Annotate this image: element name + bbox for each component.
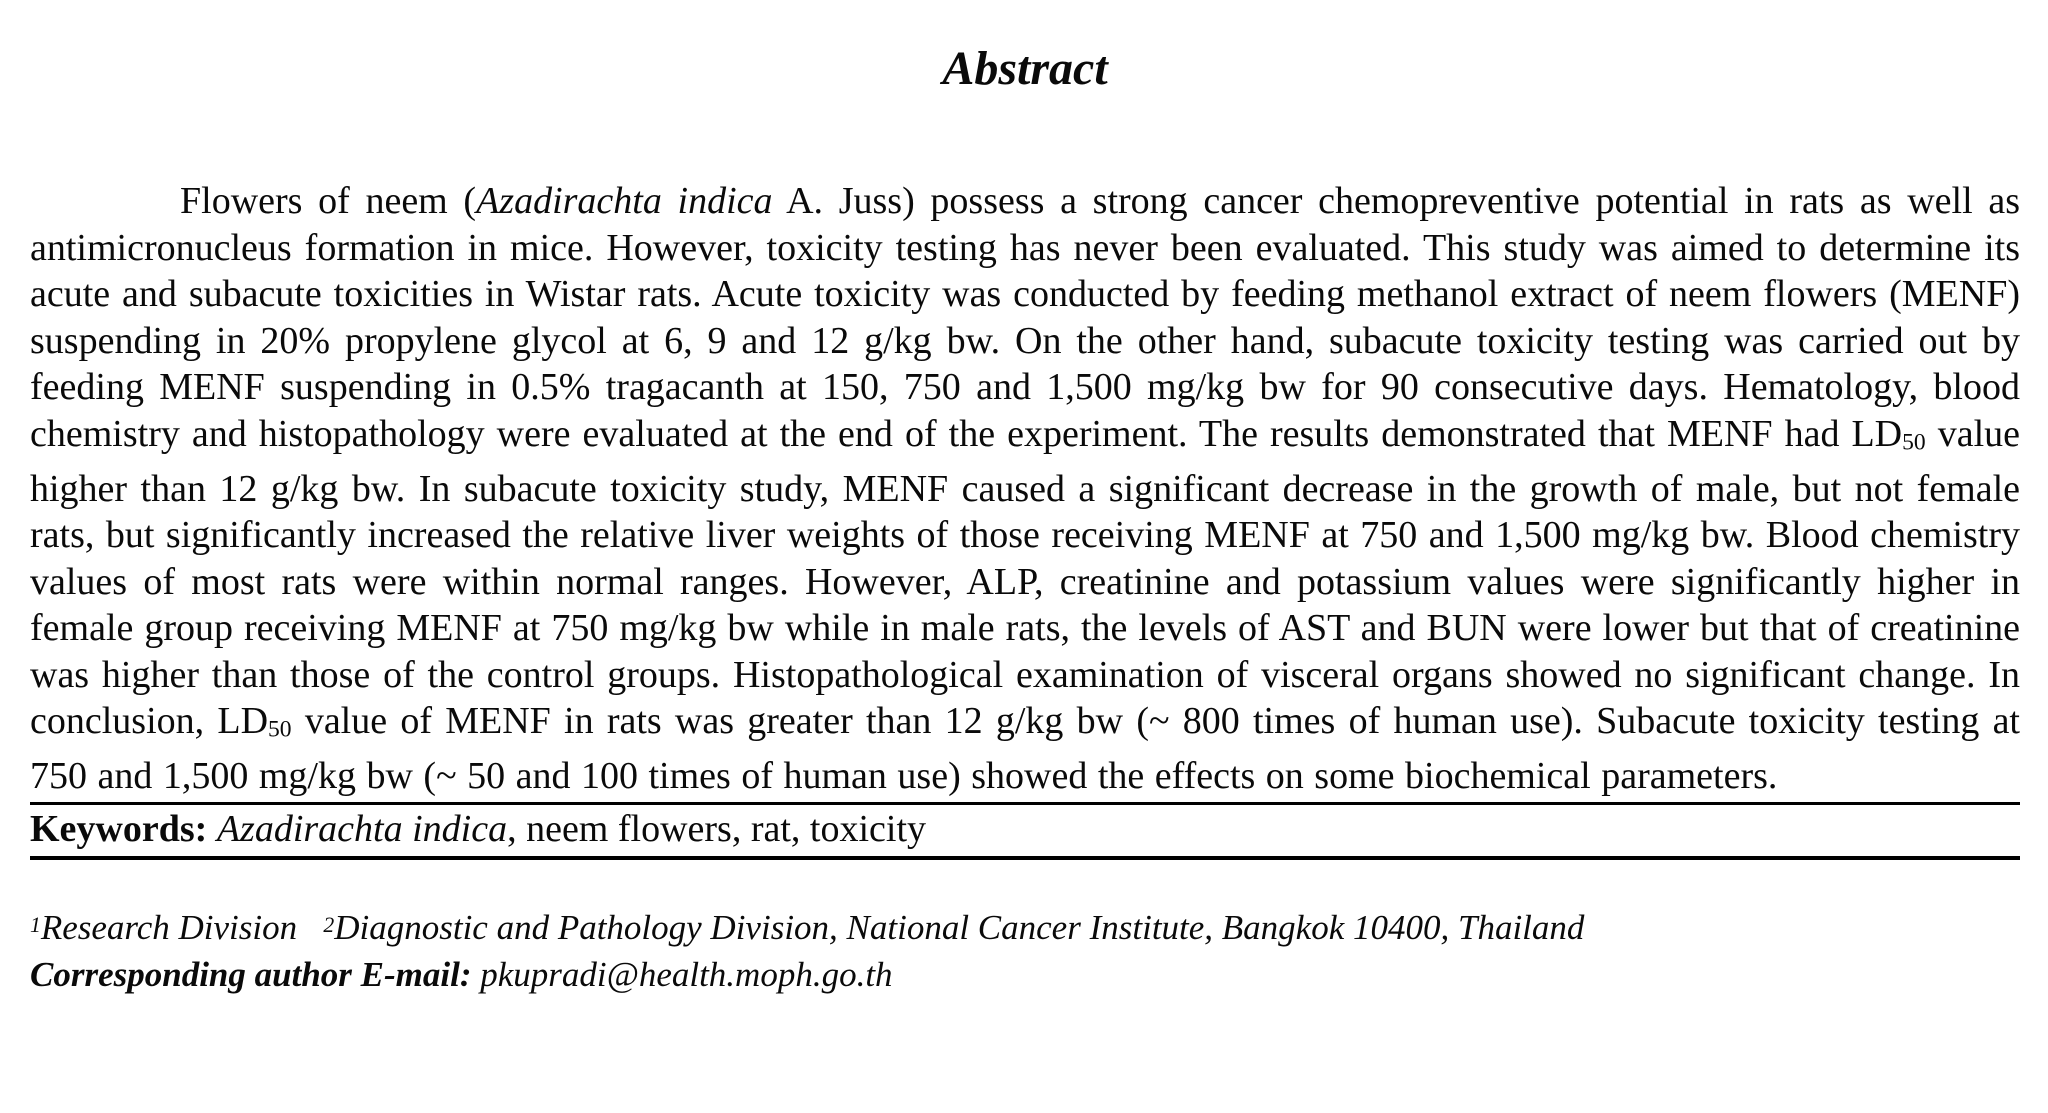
text-segment: 1 bbox=[30, 912, 41, 937]
corresponding-author-line: Corresponding author E-mail: pkupradi@he… bbox=[30, 951, 2020, 998]
text-segment: 2 bbox=[323, 912, 335, 937]
text-segment: Azadirachta indica bbox=[216, 807, 508, 850]
text-segment: A. Juss) possess a strong cancer chemopr… bbox=[30, 180, 2020, 455]
keywords-line: Keywords: Azadirachta indica, neem flowe… bbox=[30, 806, 2020, 853]
text-segment: 50 bbox=[268, 716, 292, 743]
text-segment: pkupradi@health.moph.go.th bbox=[480, 954, 893, 994]
divider-below-keywords bbox=[30, 855, 2020, 860]
text-segment: value higher than 12 g/kg bw. In subacut… bbox=[30, 412, 2020, 743]
footnote-block: 1Research Division 2Diagnostic and Patho… bbox=[30, 902, 2020, 998]
text-segment: , neem flowers, rat, toxicity bbox=[507, 807, 927, 850]
text-segment: Corresponding author E-mail: bbox=[30, 954, 481, 994]
text-segment: Diagnostic and Pathology Division, Natio… bbox=[334, 907, 1585, 947]
text-segment: value of MENF in rats was greater than 1… bbox=[30, 700, 2020, 798]
text-segment: Flowers of neem ( bbox=[180, 180, 477, 222]
text-segment: Azadirachta indica bbox=[476, 180, 773, 222]
affiliations-line: 1Research Division 2Diagnostic and Patho… bbox=[30, 902, 2020, 951]
abstract-paragraph: Flowers of neem (Azadirachta indica A. J… bbox=[30, 178, 2020, 800]
divider-above-keywords bbox=[30, 801, 2020, 805]
text-segment: Research Division bbox=[40, 907, 324, 947]
text-segment: 50 bbox=[1902, 429, 1926, 456]
page-title: Abstract bbox=[942, 42, 1108, 95]
text-segment: Keywords: bbox=[30, 807, 217, 850]
